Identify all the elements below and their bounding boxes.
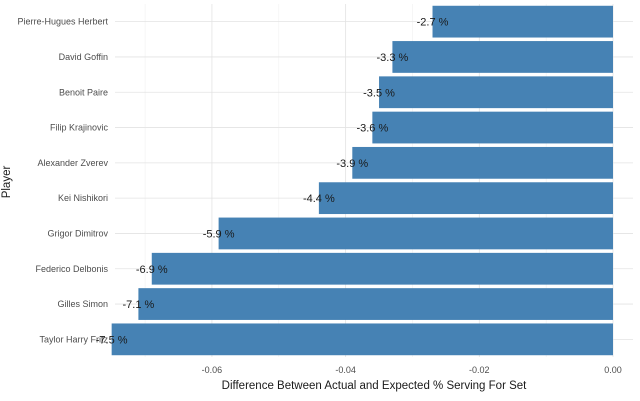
bar xyxy=(432,5,613,38)
bar xyxy=(318,182,613,215)
data-label: -3.3 % xyxy=(377,52,409,64)
bar xyxy=(372,111,613,144)
x-tick-label: 0.00 xyxy=(604,365,622,375)
bar xyxy=(218,217,614,250)
bar xyxy=(111,323,613,356)
x-axis-title: Difference Between Actual and Expected %… xyxy=(222,380,528,392)
data-label: -7.5 % xyxy=(96,334,128,346)
x-tick-label: -0.06 xyxy=(202,365,223,375)
bar xyxy=(392,41,613,73)
y-tick-label: Gilles Simon xyxy=(57,299,108,309)
y-tick-label: Pierre-Hugues Herbert xyxy=(17,17,108,27)
y-tick-label: David Goffin xyxy=(59,52,108,62)
data-label: -2.7 % xyxy=(417,17,449,29)
y-tick-label: Benoit Paire xyxy=(59,87,108,97)
y-axis-title: Player xyxy=(1,166,13,199)
data-label: -7.1 % xyxy=(122,299,154,311)
bar xyxy=(151,252,613,285)
bars xyxy=(111,5,614,356)
data-label: -3.6 % xyxy=(356,123,388,135)
y-tick-label: Taylor Harry Fritz xyxy=(39,334,108,344)
data-label: -3.5 % xyxy=(363,87,395,99)
bar xyxy=(352,146,613,179)
data-label: -6.9 % xyxy=(136,264,168,276)
y-tick-labels: Pierre-Hugues Herbert David Goffin Benoit … xyxy=(17,17,108,345)
y-tick-label: Alexander Zverev xyxy=(37,158,108,168)
y-tick-label: Kei Nishikori xyxy=(58,193,108,203)
data-label: -3.9 % xyxy=(336,158,368,170)
x-tick-label: -0.02 xyxy=(469,365,490,375)
y-tick-label: Grigor Dimitrov xyxy=(47,228,108,238)
data-label: -5.9 % xyxy=(203,228,235,240)
bar xyxy=(379,76,613,109)
data-labels: -2.7 % -3.3 % -3.5 % -3.6 % -3.9 % -4.4 % -5.9… xyxy=(96,17,449,347)
bar xyxy=(138,288,613,320)
x-tick-labels: -0.06 -0.04 -0.02 0.00 xyxy=(202,365,622,375)
y-tick-label: Filip Krajinovic xyxy=(50,123,109,133)
data-label: -4.4 % xyxy=(303,193,335,205)
y-tick-label: Federico Delbonis xyxy=(35,264,108,274)
x-tick-label: -0.04 xyxy=(335,365,356,375)
